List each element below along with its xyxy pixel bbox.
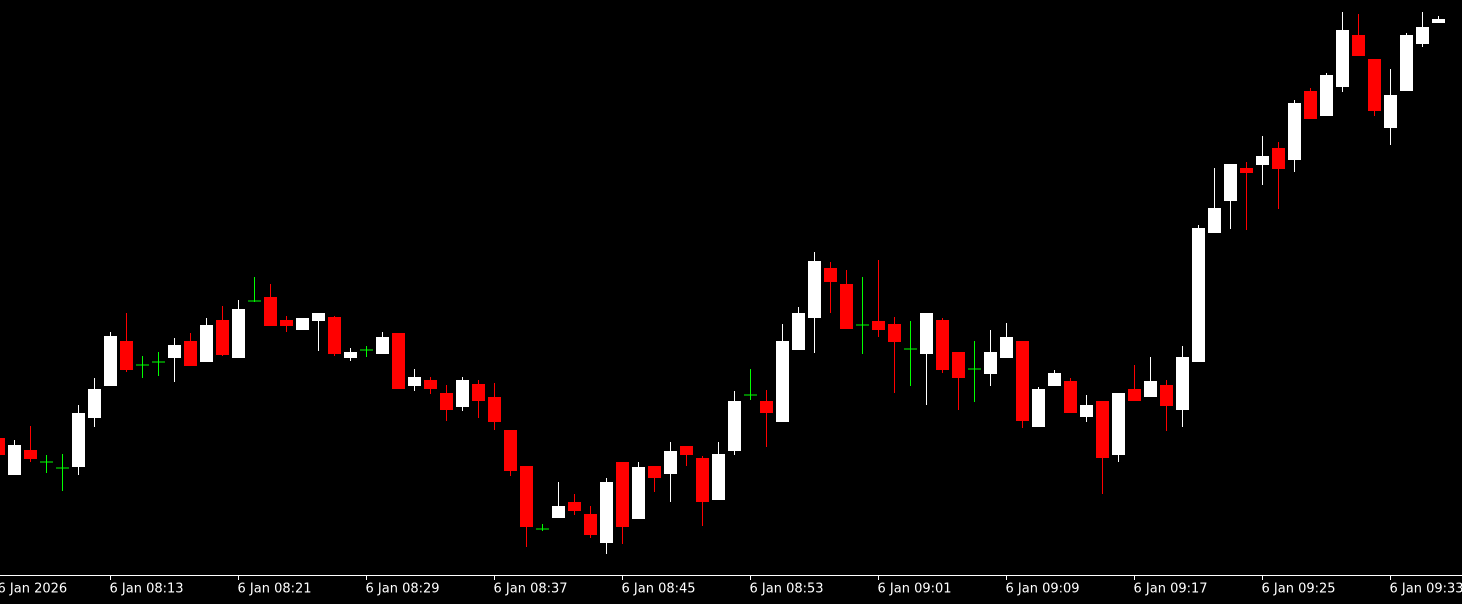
candle-body — [440, 393, 453, 410]
candle-body — [1064, 381, 1077, 413]
candle-body — [616, 462, 629, 527]
candle-body — [808, 261, 821, 318]
candle-body — [24, 450, 37, 459]
candle-body — [600, 482, 613, 543]
x-tick-label: 6 Jan 08:13 — [110, 582, 184, 597]
candle-body — [1368, 59, 1381, 111]
candle-body — [1000, 337, 1013, 358]
candle-body — [1032, 389, 1045, 427]
candle-body — [424, 380, 437, 389]
candle-body — [344, 352, 357, 358]
candle-body — [1352, 35, 1365, 56]
candle-body — [664, 451, 677, 474]
candle-body — [1336, 30, 1349, 87]
x-tick-label: 6 Jan 08:29 — [366, 582, 440, 597]
candle-body — [1416, 27, 1429, 44]
candle-body — [280, 320, 293, 326]
candle-body — [984, 352, 997, 374]
candle-body — [792, 313, 805, 350]
x-tick-label: 6 Jan 09:33 — [1390, 582, 1462, 597]
candle-body — [520, 466, 533, 527]
candle-body — [872, 321, 885, 330]
candle-body — [952, 352, 965, 378]
x-tick-label: 6 Jan 09:25 — [1262, 582, 1336, 597]
candle-body — [1192, 228, 1205, 362]
candle-body — [552, 506, 565, 518]
candle-body — [376, 337, 389, 354]
candle-body — [1304, 91, 1317, 119]
candle-body — [88, 389, 101, 418]
candle-body — [456, 380, 469, 407]
candle-body — [824, 268, 837, 282]
candle-body — [920, 313, 933, 354]
candle-body — [1240, 168, 1253, 173]
x-tick-label: 6 Jan 08:45 — [622, 582, 696, 597]
candle-body — [1144, 381, 1157, 397]
candle-body — [776, 341, 789, 422]
candle-body — [696, 458, 709, 502]
candle-body — [840, 284, 853, 329]
candle-body — [568, 502, 581, 511]
candle-body — [728, 401, 741, 451]
candle-body — [232, 309, 245, 358]
candle-body — [1112, 393, 1125, 455]
candle-body — [1016, 341, 1029, 421]
candle-body — [760, 401, 773, 413]
candle-body — [1048, 373, 1061, 386]
x-tick-label: 6 Jan 09:01 — [878, 582, 952, 597]
candle-body — [1224, 164, 1237, 201]
candle-body — [1400, 35, 1413, 91]
candle-body — [392, 333, 405, 389]
candle-body — [1432, 19, 1445, 23]
candle-body — [1208, 208, 1221, 233]
candle-body — [296, 318, 309, 330]
candle-body — [1096, 401, 1109, 458]
candle-body — [408, 377, 421, 386]
x-tick-label: 6 Jan 09:17 — [1134, 582, 1208, 597]
candle-body — [216, 320, 229, 355]
candle-body — [1384, 95, 1397, 128]
candle-body — [712, 454, 725, 500]
candle-body — [632, 467, 645, 519]
candle-body — [104, 336, 117, 386]
candle-body — [936, 320, 949, 370]
x-tick-label: 6 Jan 2026 — [0, 582, 67, 597]
candle-body — [888, 324, 901, 342]
candle-body — [1160, 385, 1173, 406]
candle-body — [72, 413, 85, 467]
candle-body — [184, 341, 197, 366]
x-tick-label: 6 Jan 08:37 — [494, 582, 568, 597]
candle-body — [680, 446, 693, 455]
candle-body — [8, 445, 21, 475]
candle-body — [488, 397, 501, 422]
candle-body — [200, 325, 213, 362]
candle-body — [120, 341, 133, 370]
candle-body — [168, 345, 181, 358]
candle-body — [1288, 103, 1301, 160]
candle-body — [264, 297, 277, 326]
candle-body — [1128, 389, 1141, 401]
candle-body — [1080, 405, 1093, 417]
candle-body — [1320, 75, 1333, 116]
candle-body — [584, 514, 597, 535]
candle-body — [504, 430, 517, 471]
candle-body — [328, 317, 341, 354]
candle-body — [1256, 156, 1269, 165]
x-tick-label: 6 Jan 09:09 — [1006, 582, 1080, 597]
candle-body — [0, 438, 5, 455]
x-tick-label: 6 Jan 08:21 — [238, 582, 312, 597]
x-tick-label: 6 Jan 08:53 — [750, 582, 824, 597]
candle-body — [312, 313, 325, 321]
candle-body — [648, 466, 661, 478]
candle-body — [1176, 357, 1189, 410]
candle-body — [1272, 148, 1285, 169]
candle-body — [472, 384, 485, 401]
